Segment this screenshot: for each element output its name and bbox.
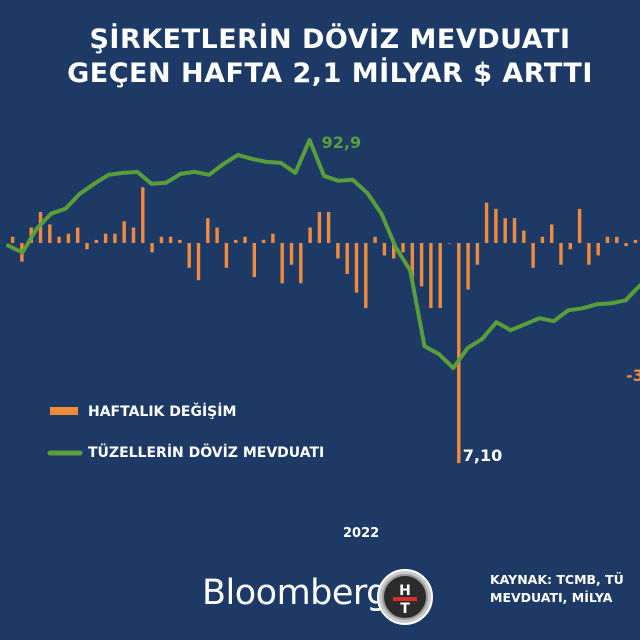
bar-53 (503, 218, 507, 243)
bar-9 (94, 239, 98, 243)
bar-24 (234, 239, 238, 243)
bar-6 (66, 233, 71, 243)
bar-62 (587, 243, 591, 265)
bar-0 (10, 236, 15, 243)
bar-16 (159, 236, 164, 243)
line-peak-label: 92,9 (322, 133, 361, 152)
bar-61 (577, 208, 582, 243)
chart-title-line1: ŞİRKETLERİN DÖVİZ MEVDUATI (89, 24, 571, 55)
ht-logo-letter-h: H (399, 583, 411, 599)
legend-label-line: TÜZELLERİN DÖVİZ MEVDUATI (88, 445, 325, 461)
bar-47 (447, 243, 452, 244)
bar-18 (178, 239, 182, 243)
bar-7 (76, 227, 80, 243)
bar-right-label: -3 (626, 366, 640, 385)
bar-39 (373, 236, 377, 243)
bar-52 (494, 208, 498, 243)
bar-19 (187, 243, 191, 268)
bar-43 (410, 243, 414, 281)
bar-49 (466, 243, 470, 290)
bar-12 (122, 221, 126, 243)
bar-41 (392, 243, 396, 259)
bar-66 (624, 243, 628, 247)
series-line (6, 138, 640, 370)
bar-30 (289, 243, 294, 265)
legend-label-bars: HAFTALIK DEĞİŞİM (88, 404, 237, 420)
bar-32 (308, 227, 312, 243)
bar-5 (57, 236, 61, 243)
bar-51 (484, 202, 489, 243)
bar-45 (429, 243, 433, 309)
bar-13 (131, 227, 136, 243)
bar-4 (48, 224, 52, 243)
source-line1: KAYNAK: TCMB, TÜ (490, 572, 624, 587)
bar-11 (113, 233, 117, 243)
bar-28 (271, 233, 275, 243)
bar-37 (354, 243, 359, 293)
bar-33 (317, 212, 322, 243)
bar-60 (568, 243, 572, 250)
bar-35 (336, 243, 340, 259)
bar-14 (141, 187, 145, 243)
bar-50 (475, 243, 480, 265)
bar-34 (326, 212, 331, 243)
bar-36 (345, 243, 349, 274)
bar-26 (252, 243, 256, 278)
bar-58 (550, 224, 554, 243)
bar-57 (540, 236, 545, 243)
bar-42 (401, 243, 405, 253)
bloomberg-logo: Bloomberg (202, 573, 388, 613)
legend-marker-bars (50, 407, 78, 415)
bar-31 (299, 243, 303, 284)
bar-64 (605, 236, 610, 243)
bar-56 (531, 243, 535, 268)
bar-23 (224, 243, 229, 268)
x-axis-label: 2022 (343, 526, 380, 541)
bar-29 (280, 243, 284, 284)
chart-title-line2: GEÇEN HAFTA 2,1 MİLYAR $ ARTTI (67, 58, 593, 89)
bar-59 (559, 243, 563, 265)
bar-25 (243, 236, 247, 243)
bar-48 (457, 243, 461, 464)
ht-logo-icon: H T (377, 569, 433, 625)
bar-17 (168, 236, 173, 243)
bar-20 (196, 243, 201, 281)
source-line2: MEVDUATI, MİLYA (490, 590, 613, 605)
bar-54 (512, 218, 517, 243)
bar-65 (615, 236, 619, 243)
bar-10 (103, 233, 108, 243)
bar-38 (364, 243, 368, 309)
ht-logo-letter-t: T (400, 601, 410, 617)
bar-44 (419, 243, 424, 287)
bar-8 (85, 243, 89, 250)
bar-min-label: 7,10 (463, 446, 502, 465)
bar-27 (261, 239, 266, 243)
bar-40 (382, 243, 387, 256)
bar-46 (438, 243, 442, 309)
bar-67 (633, 239, 638, 243)
bar-15 (150, 243, 154, 253)
bar-63 (596, 243, 600, 256)
bar-22 (215, 227, 219, 243)
bar-21 (206, 218, 210, 243)
bar-55 (522, 230, 526, 243)
